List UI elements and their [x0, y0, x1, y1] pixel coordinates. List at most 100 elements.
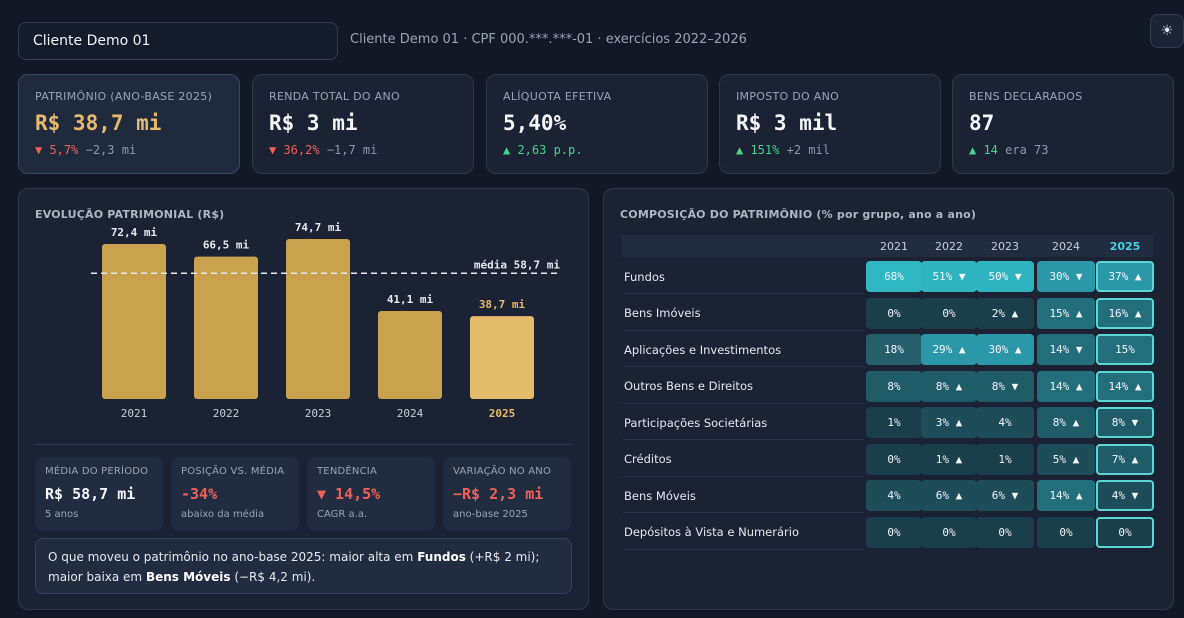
theme-toggle-button[interactable]: ☀ [1150, 14, 1184, 48]
composition-cell[interactable]: 0% [976, 516, 1034, 548]
composition-cell[interactable]: 30% ▲ [976, 334, 1034, 365]
year-header-2022: 2022 [935, 239, 963, 253]
composition-cell[interactable]: 8% ▲ [921, 370, 977, 402]
insight-top-gain: Fundos [417, 550, 466, 564]
composition-cell[interactable]: 0% [866, 516, 922, 548]
kpi-label: BENS DECLARADOS [969, 90, 1083, 103]
composition-cell[interactable]: 8% [866, 370, 922, 402]
kpi-aliquota[interactable]: ALÍQUOTA EFETIVA 5,40% ▲ 2,63 p.p. [486, 74, 708, 174]
composicao-title: COMPOSIÇÃO DO PATRIMÔNIO (% por grupo, a… [620, 208, 977, 221]
bar-2025[interactable] [470, 316, 534, 399]
row-label: Aplicações e Investimentos [622, 333, 864, 367]
composition-cell[interactable]: 8% ▲ [1037, 407, 1095, 438]
client-select[interactable]: Cliente Demo 01 [18, 22, 338, 60]
average-line-label: média 58,7 mi [474, 258, 560, 271]
composition-cell[interactable]: 5% ▲ [1037, 443, 1095, 475]
evolucao-panel: EVOLUÇÃO PATRIMONIAL (R$) 72,4 mi 2021 66,… [18, 188, 589, 610]
x-tick-label: 2022 [213, 407, 240, 420]
composition-cell[interactable]: 30% ▼ [1037, 261, 1095, 292]
stat-sub: abaixo da média [181, 509, 265, 520]
bar-value-label: 72,4 mi [111, 226, 158, 239]
kpi-extra: +2 mil [786, 143, 830, 157]
composition-cell[interactable]: 14% ▲ [1037, 370, 1095, 402]
kpi-delta: ▼ 36,2% [269, 143, 320, 157]
x-tick-label: 2021 [121, 407, 148, 420]
composition-cell[interactable]: 1% [976, 443, 1034, 475]
kpi-patrimonio[interactable]: PATRIMÔNIO (ANO-BASE 2025) R$ 38,7 mi ▼ … [18, 74, 240, 174]
stat-label: VARIAÇÃO NO ANO [453, 466, 552, 477]
bar-2024[interactable] [378, 310, 442, 399]
composition-cell[interactable]: 37% ▲ [1096, 261, 1154, 292]
composition-cell[interactable]: 0% [1096, 516, 1154, 548]
composition-cell[interactable]: 6% ▲ [921, 480, 977, 511]
composition-cell[interactable]: 4% ▼ [1096, 480, 1154, 511]
composition-cell[interactable]: 8% ▼ [1096, 407, 1154, 438]
composition-cell[interactable]: 0% [921, 297, 977, 329]
year-header-2025: 2025 [1109, 239, 1141, 253]
kpi-value: 5,40% [503, 111, 567, 135]
composition-cell[interactable]: 1% ▲ [921, 443, 977, 475]
stat-sub: 5 anos [45, 509, 79, 520]
composition-cell[interactable]: 6% ▼ [976, 480, 1034, 511]
row-label: Outros Bens e Direitos [622, 370, 864, 404]
kpi-renda[interactable]: RENDA TOTAL DO ANO R$ 3 mi ▼ 36,2% −1,7 … [252, 74, 474, 174]
composition-cell[interactable]: 8% ▼ [976, 370, 1034, 402]
composition-cell[interactable]: 29% ▲ [921, 334, 977, 365]
composition-cell[interactable]: 15% ▲ [1037, 297, 1095, 329]
composition-cell[interactable]: 0% [1037, 516, 1095, 548]
stat-sub: CAGR a.a. [317, 509, 368, 520]
insight-box: O que moveu o patrimônio no ano-base 202… [35, 538, 572, 594]
composition-cell[interactable]: 15% [1096, 334, 1154, 365]
kpi-label: IMPOSTO DO ANO [736, 90, 840, 103]
composition-cell[interactable]: 50% ▼ [976, 261, 1034, 292]
sun-icon: ☀ [1160, 23, 1174, 39]
stat-value: −R$ 2,3 mi [453, 485, 544, 503]
kpi-value: R$ 3 mi [269, 111, 358, 135]
composition-cell[interactable]: 14% ▲ [1037, 480, 1095, 511]
kpi-bens[interactable]: BENS DECLARADOS 87 ▲ 14 era 73 [952, 74, 1174, 174]
x-tick-label: 2023 [305, 407, 332, 420]
composition-cell[interactable]: 0% [866, 297, 922, 329]
bar-value-label: 66,5 mi [203, 239, 250, 252]
stat-sub: ano-base 2025 [453, 509, 528, 520]
kpi-value: R$ 38,7 mi [35, 111, 162, 135]
composition-cell[interactable]: 7% ▲ [1096, 443, 1154, 475]
composition-cell[interactable]: 14% ▲ [1096, 370, 1154, 402]
composition-cell[interactable]: 14% ▼ [1037, 334, 1095, 365]
kpi-delta: ▲ 2,63 p.p. [503, 143, 583, 157]
composition-cell[interactable]: 4% [976, 407, 1034, 438]
stat-variacao: VARIAÇÃO NO ANO −R$ 2,3 mi ano-base 2025 [443, 457, 571, 531]
composition-cell[interactable]: 1% [866, 407, 922, 438]
kpi-imposto[interactable]: IMPOSTO DO ANO R$ 3 mil ▲ 151% +2 mil [719, 74, 941, 174]
kpi-label: ALÍQUOTA EFETIVA [503, 90, 612, 103]
stat-label: TENDÊNCIA [317, 466, 377, 477]
insight-text-mid: (+R$ 2 mi); maior baixa em [48, 550, 540, 584]
composition-cell[interactable]: 0% [921, 516, 977, 548]
composicao-panel: COMPOSIÇÃO DO PATRIMÔNIO (% por grupo, a… [603, 188, 1174, 610]
row-label: Participações Societárias [622, 406, 864, 440]
x-tick-label: 2024 [397, 407, 424, 420]
stat-posicao: POSIÇÃO VS. MÉDIA -34% abaixo da média [171, 457, 299, 531]
composition-cell[interactable]: 51% ▼ [921, 261, 977, 292]
composition-cell[interactable]: 2% ▲ [976, 297, 1034, 329]
composition-cell[interactable]: 18% [866, 334, 922, 365]
kpi-value: R$ 3 mil [736, 111, 838, 135]
stat-value: R$ 58,7 mi [45, 485, 136, 503]
bar-2022[interactable] [194, 256, 258, 399]
bar-2021[interactable] [102, 243, 166, 399]
kpi-delta: ▲ 14 [969, 143, 998, 157]
composition-cell[interactable]: 68% [866, 261, 922, 292]
stat-value: ▼ 14,5% [317, 485, 381, 503]
composition-cell[interactable]: 3% ▲ [921, 407, 977, 438]
bar-value-label: 38,7 mi [479, 298, 526, 311]
client-select-value: Cliente Demo 01 [33, 33, 151, 49]
composition-cell[interactable]: 16% ▲ [1096, 297, 1154, 329]
composition-cell[interactable]: 4% [866, 480, 922, 511]
evolucao-chart: 72,4 mi 2021 66,5 mi 2022 74,7 mi 2023 41,1 mi… [91, 221, 560, 420]
kpi-extra: −2,3 mi [85, 143, 137, 157]
composition-cell[interactable]: 0% [866, 443, 922, 475]
evolucao-title: EVOLUÇÃO PATRIMONIAL (R$) [35, 208, 225, 221]
insight-top-loss: Bens Móveis [145, 570, 231, 584]
divider [35, 444, 572, 445]
bar-2023[interactable] [286, 239, 350, 399]
